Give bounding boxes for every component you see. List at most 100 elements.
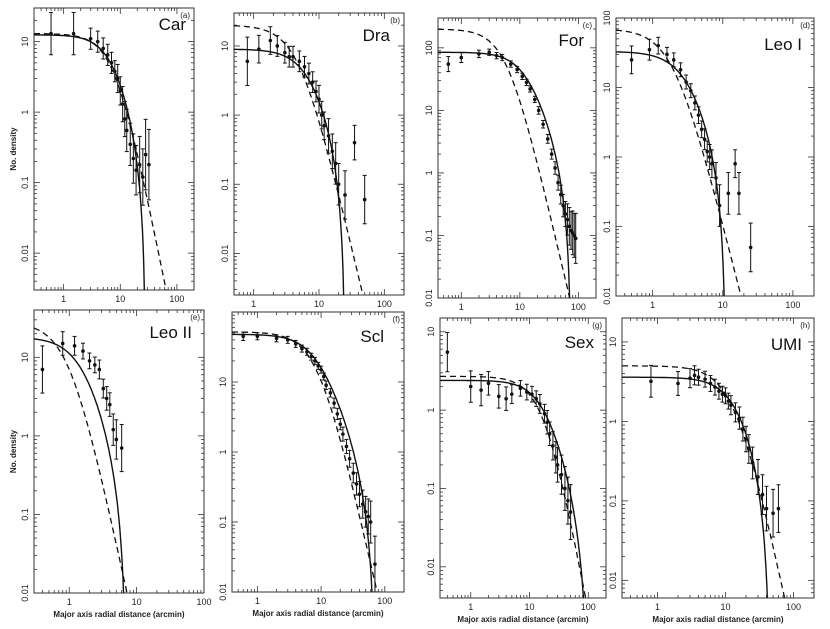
galaxy-name: Leo I: [764, 35, 802, 54]
data-point: [538, 402, 542, 406]
data-point: [324, 383, 328, 388]
data-point: [60, 341, 65, 346]
data-point: [563, 486, 567, 491]
data-point: [137, 162, 142, 167]
data-point: [72, 344, 77, 348]
data-point: [534, 396, 539, 401]
data-point: [319, 367, 323, 372]
data-point: [335, 412, 340, 416]
data-point: [555, 463, 560, 467]
data-point: [300, 346, 304, 351]
y-tick-label: 0.01: [424, 289, 434, 307]
plot-frame: [33, 7, 195, 291]
data-point: [561, 203, 565, 208]
data-point: [737, 416, 742, 420]
y-tick-label: 0.01: [20, 244, 30, 262]
king-model-curve: [232, 333, 373, 592]
data-point: [500, 55, 505, 60]
x-tick-label: 1: [650, 300, 655, 310]
data-point: [568, 510, 573, 514]
data-point: [321, 374, 326, 379]
data-point: [477, 52, 481, 56]
data-point: [119, 446, 124, 450]
data-point: [88, 36, 93, 41]
data-point: [504, 396, 508, 401]
data-point: [542, 411, 547, 416]
data-point: [717, 203, 722, 208]
data-point: [756, 475, 760, 479]
data-point: [713, 385, 717, 389]
data-point: [726, 191, 731, 196]
panel-6: 1 10 100 10 1 0.1 0.01 Major axis radial distan…: [426, 317, 607, 624]
x-tick-label: 10: [316, 596, 326, 606]
data-point: [530, 392, 534, 396]
x-tick-label: 10: [115, 294, 125, 304]
y-tick-label: 10: [218, 377, 228, 387]
data-point: [283, 50, 287, 55]
y-tick-label: 0.1: [608, 495, 618, 508]
data-point: [647, 47, 652, 52]
data-point: [333, 161, 338, 166]
y-tick-label: 0.01: [608, 572, 618, 590]
data-point: [696, 375, 701, 379]
data-point: [689, 88, 693, 93]
data-point: [459, 55, 464, 60]
data-point: [747, 447, 751, 451]
data-point: [750, 461, 755, 465]
data-point: [693, 101, 697, 105]
data-point: [124, 128, 129, 133]
y-tick-label: 10: [602, 82, 612, 92]
data-point: [141, 175, 145, 179]
x-tick-label: 1: [251, 299, 256, 309]
y-tick-label: 0.01: [426, 558, 436, 576]
data-point: [541, 122, 545, 127]
data-point: [87, 359, 92, 363]
data-point: [307, 71, 311, 76]
x-tick-label: 10: [525, 602, 535, 612]
data-point: [134, 168, 138, 173]
data-point: [336, 182, 341, 187]
plot-frame: [33, 309, 205, 594]
y-tick-label: 0.1: [20, 508, 30, 521]
y-tick-label: 1: [20, 433, 30, 438]
data-point: [629, 58, 634, 62]
panel-letter: (b): [390, 16, 400, 25]
data-point: [360, 502, 365, 506]
galaxy-name: Scl: [360, 327, 384, 346]
panel-4: 1 10 100 10 1 0.1 0.01 Major axis radial distan…: [9, 309, 212, 619]
y-tick-label: 10: [608, 337, 618, 347]
panel-7: 1 10 100 10 1 0.1 0.01 Major axis radial distan…: [608, 317, 815, 624]
x-tick-label: 10: [721, 602, 731, 612]
data-point: [115, 76, 120, 81]
plot-frame: [231, 311, 405, 593]
x-axis-label: Major axis radial distance (arcmin): [252, 609, 383, 618]
data-point: [771, 511, 775, 515]
data-point: [338, 422, 343, 426]
data-point: [545, 420, 550, 425]
x-axis-label: Major axis radial distance (arcmin): [53, 610, 184, 619]
data-point: [322, 124, 326, 128]
data-point: [257, 47, 261, 51]
data-point: [714, 176, 718, 180]
data-point: [373, 562, 377, 566]
panel-letter: (h): [800, 321, 810, 330]
y-tick-label: 100: [424, 40, 434, 55]
data-point: [131, 156, 136, 161]
data-point: [285, 338, 290, 342]
data-point: [692, 373, 697, 378]
plummer-model-curve: [438, 28, 571, 298]
y-tick-label: 1: [602, 154, 612, 159]
data-point: [665, 52, 669, 57]
y-tick-label: 0.01: [20, 584, 30, 602]
y-tick-label: 1: [426, 408, 436, 413]
data-point: [112, 69, 117, 74]
data-point: [494, 53, 499, 58]
y-tick-label: 1: [608, 419, 618, 424]
data-point: [445, 350, 450, 354]
x-tick-label: 100: [377, 596, 392, 606]
data-point: [520, 74, 525, 79]
x-tick-label: 100: [581, 602, 596, 612]
data-point: [545, 137, 550, 141]
data-point: [362, 197, 367, 202]
